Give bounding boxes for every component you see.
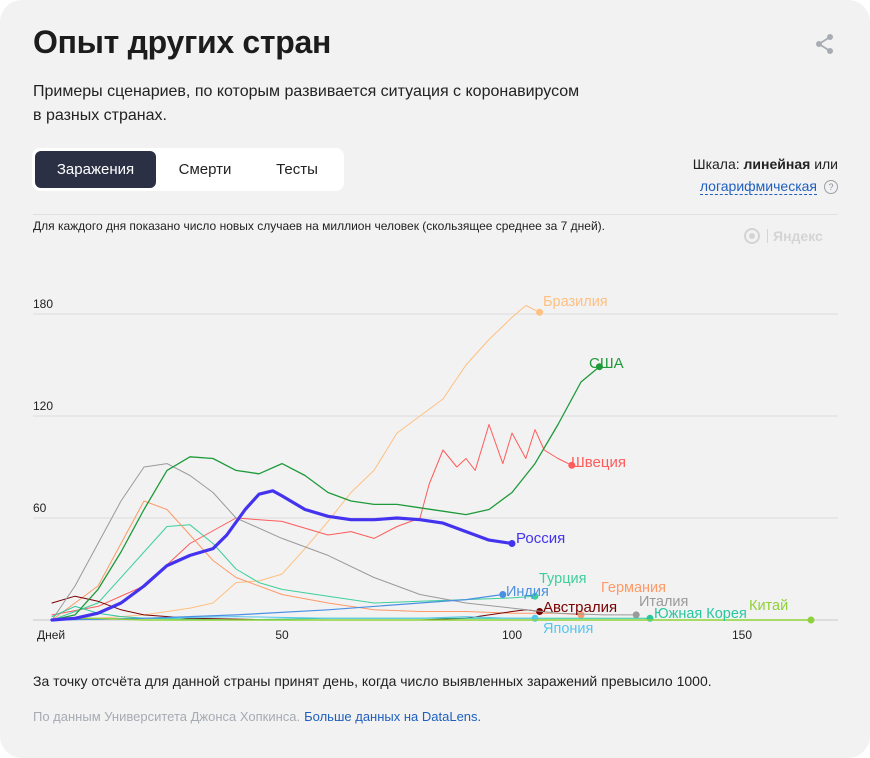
series-line (51, 305, 541, 621)
divider (33, 214, 838, 215)
series-label: Италия (639, 594, 688, 610)
series-label: США (589, 355, 624, 372)
line-chart: 60 120 180 Дней 50 100 150 Бразилия США Швеция Рос… (33, 294, 838, 642)
series-end-point (568, 461, 576, 469)
series-label: Китай (749, 598, 788, 614)
watermark-text: Яндекс (773, 228, 823, 244)
scale-log-link[interactable]: логарифмическая (699, 178, 817, 195)
tab-tests[interactable]: Тесты (276, 161, 318, 178)
watermark-separator (767, 229, 768, 243)
y-tick-label: 60 (33, 501, 47, 515)
series-label: Россия (516, 530, 565, 547)
series-end-point (531, 592, 539, 600)
y-tick-label: 180 (33, 297, 53, 311)
subtitle-line-2: в разных странах. (33, 107, 167, 124)
scale-current: линейная (743, 156, 811, 172)
series-end-point (646, 614, 654, 622)
series-label: Турция (539, 571, 586, 587)
yandex-watermark: Яндекс (744, 228, 823, 244)
metric-tabs: Заражения Смерти Тесты (32, 148, 344, 191)
series-line (50, 489, 514, 622)
series-label: Индия (506, 584, 549, 600)
share-icon[interactable] (814, 33, 836, 55)
series-line (51, 617, 812, 621)
series-label: Южная Корея (654, 606, 747, 622)
tab-infections[interactable]: Заражения (35, 151, 156, 188)
series-label: Бразилия (543, 294, 608, 310)
help-icon[interactable]: ? (824, 180, 838, 194)
series-label: Германия (601, 580, 666, 596)
series-label: Австралия (543, 599, 617, 616)
scale-prefix: Шкала: (692, 156, 740, 172)
x-tick-label: 150 (732, 628, 752, 642)
y-tick-label: 120 (33, 399, 53, 413)
series-end-point (632, 611, 640, 619)
x-axis-label: Дней (37, 628, 65, 642)
series-line (51, 424, 573, 616)
series-end-point (595, 363, 603, 371)
series-end-point (508, 540, 516, 547)
series-end-point (499, 591, 507, 598)
x-tick-label: 50 (275, 628, 289, 642)
datalens-link[interactable]: Больше данных на DataLens. (304, 709, 482, 724)
tab-deaths[interactable]: Смерти (178, 161, 232, 178)
series-end-point (536, 308, 544, 316)
source-line: По данным Университета Джонса Хопкинса. Б… (33, 709, 481, 724)
series-line (51, 500, 582, 621)
page-title: Опыт других стран (33, 24, 332, 60)
series-label: Швеция (571, 454, 626, 471)
series-line (51, 366, 601, 621)
yandex-logo-icon (744, 228, 760, 244)
series-end-point (531, 614, 539, 622)
source-text: По данным Университета Джонса Хопкинса. (33, 709, 301, 724)
series-end-point (577, 611, 585, 619)
series-end-point (807, 616, 815, 624)
series-line (51, 593, 504, 621)
chart-note: Для каждого дня показано число новых слу… (33, 219, 605, 233)
footnote: За точку отсчёта для данной страны приня… (33, 673, 712, 689)
x-tick-label: 100 (502, 628, 522, 642)
subtitle-line-1: Примеры сценариев, по которым развиваетс… (33, 83, 580, 100)
page-subtitle: Примеры сценариев, по которым развиваетс… (33, 80, 613, 128)
series-line (51, 524, 536, 621)
scale-or: или (814, 156, 838, 172)
scale-switcher: Шкала: линейная или логарифмическая? (560, 153, 838, 197)
series-label: Япония (543, 621, 593, 637)
series-line (51, 463, 637, 621)
